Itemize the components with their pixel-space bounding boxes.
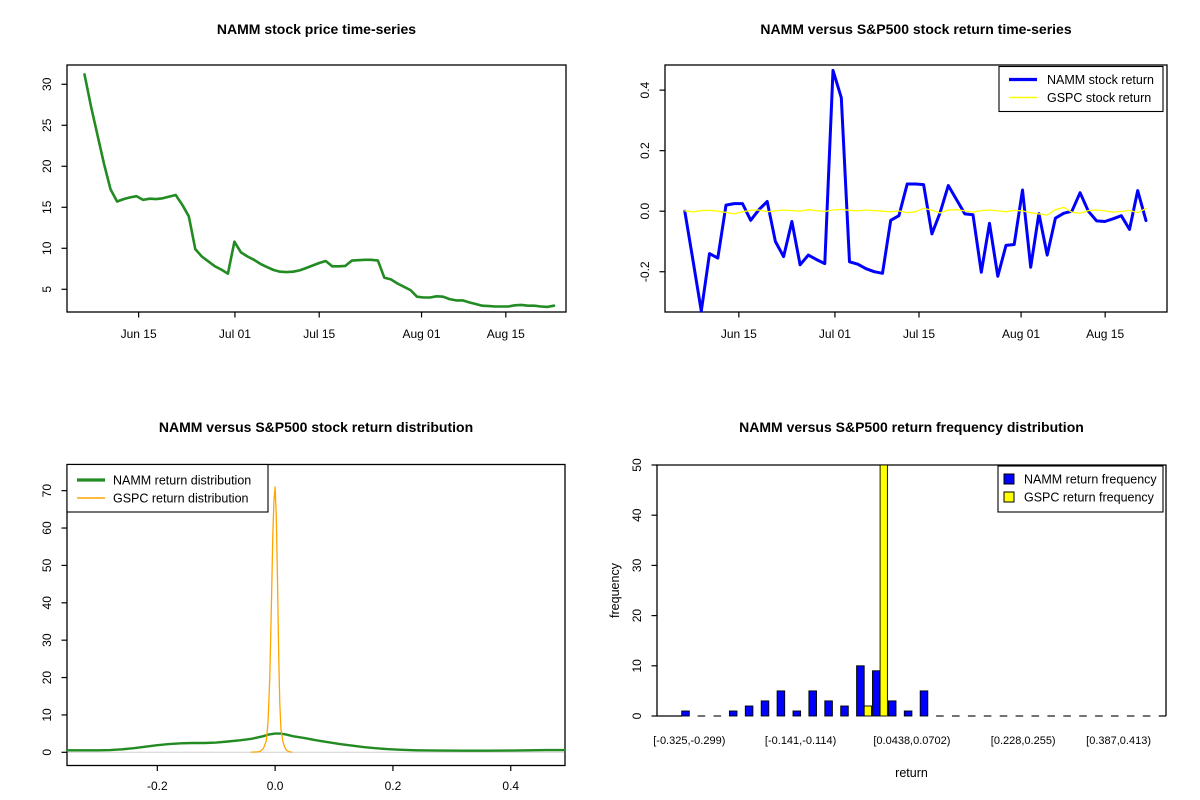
- namm-stock-return-legend-label: NAMM stock return: [1047, 73, 1154, 87]
- namm-return-frequency-legend-label: NAMM return frequency: [1024, 473, 1157, 487]
- x-tick-label: Jul 01: [219, 327, 251, 341]
- gspc-return-frequency-legend-label: GSPC return frequency: [1024, 491, 1155, 505]
- x-tick-label: Jun 15: [121, 327, 157, 341]
- gspc-frequency-bar: [879, 464, 888, 717]
- distribution-panel: 0 10 20 30 40 50 60 70 -0.2 0.0 0.2 0.4 NAMM return …: [40, 463, 567, 793]
- x-tick-label: Aug 01: [403, 327, 441, 341]
- namm-frequency-bar: [840, 705, 849, 717]
- x-tick-label: Jul 15: [303, 327, 335, 341]
- y-tick-label: 0.2: [638, 142, 652, 159]
- x-tick-label: Aug 15: [1086, 327, 1124, 341]
- y-tick-label: 0.0: [638, 203, 652, 220]
- y-tick-label: 25: [40, 118, 54, 132]
- histogram-plot-frame: [656, 464, 1167, 716]
- namm-frequency-bar: [728, 710, 738, 717]
- gspc-return-distribution-line: [250, 486, 293, 753]
- legend-box: [998, 65, 1164, 113]
- price-chart-title: NAMM stock price time-series: [216, 21, 417, 37]
- gspc-stock-return-line: [684, 206, 1147, 216]
- x-tick-label: -0.2: [147, 779, 168, 793]
- histogram-panel: 0 10 20 30 40 50 [-0.325,-0.299) [-0.141,-0.114…: [608, 458, 1167, 780]
- namm-frequency-bar: [919, 690, 929, 717]
- price-plot-frame: [66, 64, 567, 313]
- price-panel: 5 10 15 20 25 30 Jun 15 Jul 01 Jul 15 Aug 01 Aug 1…: [40, 64, 567, 341]
- y-tick-label: 0: [630, 712, 644, 719]
- x-tick-label: Jun 15: [721, 327, 757, 341]
- bin-label: [-0.325,-0.299): [653, 735, 725, 747]
- namm-frequency-bar: [856, 665, 865, 717]
- x-tick-label: Aug 15: [487, 327, 525, 341]
- namm-frequency-bar: [744, 705, 754, 717]
- namm-frequency-bar: [824, 700, 833, 717]
- bin-label: [0.387,0.413): [1086, 735, 1151, 747]
- returns-chart-title: NAMM versus S&P500 stock return time-ser…: [760, 21, 1072, 37]
- y-tick-label: 60: [40, 521, 54, 535]
- namm-return-frequency-legend-swatch: [1003, 473, 1015, 485]
- y-tick-label: 40: [40, 596, 54, 610]
- namm-frequency-bar: [681, 710, 690, 717]
- gspc-frequency-bar: [863, 705, 872, 717]
- y-tick-label: 70: [40, 484, 54, 498]
- y-tick-label: -0.2: [638, 261, 652, 282]
- namm-frequency-bar: [872, 670, 881, 717]
- bin-label: [0.228,0.255): [991, 735, 1056, 747]
- distribution-chart-title: NAMM versus S&P500 stock return distribu…: [158, 419, 474, 435]
- x-axis-title: return: [895, 766, 928, 780]
- y-tick-label: 50: [40, 558, 54, 572]
- x-tick-label: 0.2: [385, 779, 402, 793]
- gspc-stock-return-legend-label: GSPC stock return: [1047, 91, 1151, 105]
- gspc-return-frequency-legend-swatch: [1003, 491, 1015, 503]
- x-tick-label: Jul 01: [819, 327, 851, 341]
- distribution-plot-frame: [66, 463, 566, 767]
- y-tick-label: 15: [40, 200, 54, 214]
- x-tick-label: Jul 15: [903, 327, 935, 341]
- bin-label: [-0.141,-0.114): [765, 735, 836, 747]
- namm-stock-price-line: [83, 73, 556, 309]
- y-tick-label: 20: [40, 671, 54, 685]
- x-tick-label: 0.4: [502, 779, 519, 793]
- namm-return-distribution-legend-label: NAMM return distribution: [113, 474, 251, 488]
- x-tick-label: 0.0: [267, 779, 284, 793]
- returns-plot-frame: [664, 64, 1168, 313]
- namm-frequency-bar: [776, 690, 786, 717]
- y-tick-label: 30: [40, 77, 54, 91]
- namm-frequency-bar: [760, 700, 770, 717]
- namm-stock-return-line: [683, 68, 1148, 313]
- namm-frequency-bar: [887, 700, 897, 717]
- namm-return-distribution-line: [65, 732, 567, 752]
- y-tick-label: 40: [630, 508, 644, 522]
- legend-box: [66, 463, 269, 513]
- y-tick-label: 10: [40, 241, 54, 255]
- y-tick-label: 50: [630, 458, 644, 472]
- y-tick-label: 30: [630, 558, 644, 572]
- y-tick-label: 20: [630, 609, 644, 623]
- y-tick-label: 5: [40, 286, 54, 293]
- legend-box: [997, 465, 1164, 513]
- gspc-return-distribution-legend-label: GSPC return distribution: [113, 492, 249, 506]
- y-tick-label: 10: [630, 659, 644, 673]
- y-tick-label: 10: [40, 708, 54, 722]
- namm-frequency-bar: [903, 710, 913, 717]
- y-tick-label: 20: [40, 159, 54, 173]
- namm-frequency-bar: [808, 690, 817, 717]
- y-axis-title: frequency: [608, 562, 622, 618]
- y-tick-label: 30: [40, 633, 54, 647]
- returns-panel: -0.2 0.0 0.2 0.4 Jun 15 Jul 01 Jul 15 Aug 01 Aug…: [638, 64, 1168, 341]
- bin-label: [0.0438,0.0702): [873, 735, 950, 747]
- namm-frequency-bar: [792, 710, 802, 717]
- histogram-chart-title: NAMM versus S&P500 return frequency dist…: [739, 419, 1084, 435]
- y-tick-label: 0: [40, 749, 54, 756]
- y-tick-label: 0.4: [638, 81, 652, 98]
- x-tick-label: Aug 01: [1002, 327, 1040, 341]
